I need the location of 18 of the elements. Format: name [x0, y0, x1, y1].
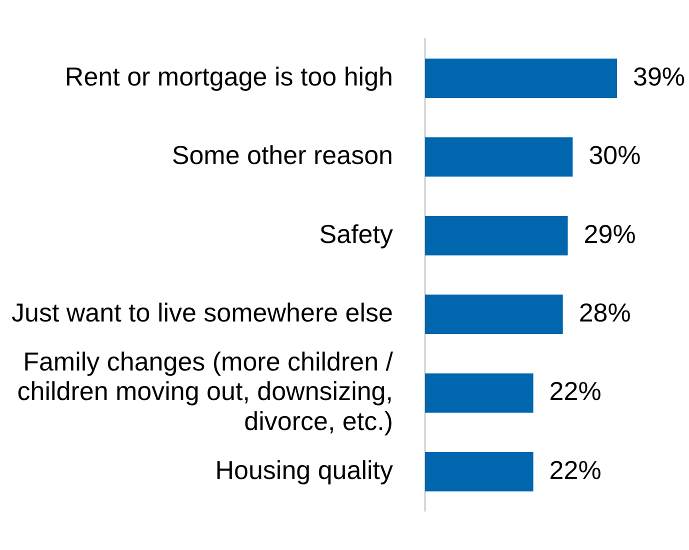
bar	[425, 294, 563, 334]
y-tick-label: Safety	[319, 218, 393, 249]
data-label: 22%	[549, 376, 602, 406]
y-tick-label: Rent or mortgage is too high	[64, 61, 393, 92]
y-tick-label: Just want to live somewhere else	[11, 298, 393, 328]
bar	[425, 58, 617, 98]
bar	[425, 373, 534, 413]
bar	[425, 452, 534, 492]
y-tick-label: Housing quality	[215, 454, 393, 485]
y-tick-label: Family changes (more children / children moving out, downsizing, divorce, etc.)	[17, 346, 394, 436]
bar	[425, 216, 568, 256]
data-label: 22%	[549, 454, 602, 485]
data-label: 28%	[578, 298, 631, 328]
data-label: 39%	[633, 61, 686, 92]
bar	[425, 137, 573, 177]
data-label: 29%	[584, 218, 636, 249]
y-tick-label: Some other reason	[172, 140, 393, 170]
data-label: 30%	[588, 140, 641, 170]
